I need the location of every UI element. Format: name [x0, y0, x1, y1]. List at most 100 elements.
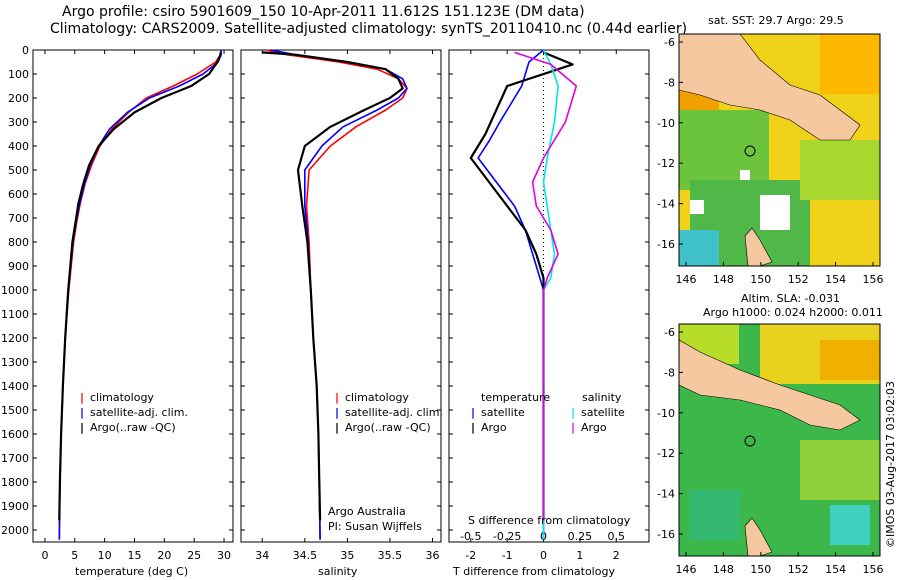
legend-satellite: satellite-adj. clim. — [345, 406, 443, 419]
x-tick-label: 5 — [71, 549, 78, 562]
s-diff-tick-label: 0.25 — [568, 530, 593, 543]
sst-map-frame — [678, 33, 881, 267]
y-tick-label: 300 — [8, 116, 29, 129]
sla-map-y-tick-label: -12 — [657, 447, 675, 460]
sst-patch — [800, 140, 880, 200]
sst-map-y-tick-label: -10 — [657, 117, 675, 130]
sla-map-y-tick-label: -10 — [657, 407, 675, 420]
x-tick-label: 25 — [187, 549, 201, 562]
salinity-xlabel: salinity — [318, 565, 358, 578]
legend-mark-argo: | — [80, 421, 85, 434]
map-bottom-title-1: Altim. SLA: -0.031 — [741, 292, 841, 305]
temperature-plot-frame — [32, 49, 234, 543]
x-tick-label: 35 — [340, 549, 354, 562]
y-tick-label: 500 — [8, 164, 29, 177]
argo-location-marker — [744, 145, 756, 157]
legend-t-satellite: satellite — [481, 406, 525, 419]
x-tick-label: 34 — [255, 549, 269, 562]
sst-map-y-tick-label: -14 — [657, 198, 675, 211]
map-top-title: sat. SST: 29.7 Argo: 29.5 — [708, 14, 844, 27]
y-tick-label: 1800 — [1, 476, 29, 489]
sst-cloud-gap — [740, 170, 750, 180]
sst-map-y-tick-label: -12 — [657, 157, 675, 170]
s-diff-xlabel: S difference from climatology — [468, 514, 631, 527]
sla-map-y-tick-label: -14 — [657, 488, 675, 501]
legend-s-argo: Argo — [581, 421, 607, 434]
x-tick-label: 0 — [540, 549, 547, 562]
x-tick-label: 1 — [576, 549, 583, 562]
difference-plot: -2 -1 0 1 2-0.5 -0.25 0 0.25 0.5 — [449, 49, 649, 562]
x-tick-label: 35.5 — [378, 549, 403, 562]
sst-map-x-tick-label: 156 — [863, 273, 884, 286]
legend-mark-climatology: | — [335, 391, 340, 404]
sla-high-patch — [820, 340, 880, 380]
x-tick-label: 34.5 — [293, 549, 318, 562]
y-tick-label: 1700 — [1, 452, 29, 465]
x-tick-label: 15 — [127, 549, 141, 562]
legend-mark-s-argo: | — [571, 421, 576, 434]
legend-argo: Argo(..raw -QC) — [345, 421, 431, 434]
y-tick-label: 900 — [8, 260, 29, 273]
map-bottom-title-2: Argo h1000: 0.024 h2000: 0.011 — [703, 306, 883, 319]
sla-map-x-tick-label: 156 — [863, 563, 884, 576]
x-tick-label: -1 — [502, 549, 513, 562]
x-tick-label: 30 — [217, 549, 231, 562]
y-tick-label: 1600 — [1, 428, 29, 441]
land-australia — [744, 227, 773, 266]
sla-map-x-tick-label: 148 — [713, 563, 734, 576]
x-tick-label: 2 — [613, 549, 620, 562]
sla-map-frame — [678, 323, 881, 557]
land-new-guinea — [679, 339, 861, 431]
legend-mark-satellite: | — [335, 406, 340, 419]
imos-timestamp: ©IMOS 03-Aug-2017 03:02:03 — [884, 381, 897, 548]
sla-map-y-tick-label: -6 — [664, 326, 675, 339]
y-tick-label: 400 — [8, 140, 29, 153]
salinity-plot-frame — [240, 49, 442, 543]
sst-map-x-tick-label: 146 — [676, 273, 697, 286]
sst-map-y-tick-label: -6 — [664, 36, 675, 49]
s-diff-tick-label: 0.5 — [608, 530, 626, 543]
s-diff-tick-label: -0.5 — [460, 530, 481, 543]
sst-cloud-gap — [760, 195, 790, 230]
sla-map-x-tick-label: 154 — [825, 563, 846, 576]
land-new-guinea — [679, 34, 861, 141]
y-tick-label: 800 — [8, 236, 29, 249]
y-tick-label: 1200 — [1, 332, 29, 345]
land-australia — [744, 517, 773, 556]
sst-cool-patch — [679, 230, 719, 266]
y-tick-label: 700 — [8, 212, 29, 225]
legend-s-satellite: satellite — [581, 406, 625, 419]
sla-low-patch — [690, 490, 740, 540]
y-tick-label: 0 — [22, 44, 29, 57]
y-tick-label: 1500 — [1, 404, 29, 417]
sst-green-patch — [679, 110, 769, 190]
sst-warm-patch — [820, 34, 880, 94]
series-line-argo-raw-qc- — [58, 52, 222, 521]
x-tick-label: 20 — [157, 549, 171, 562]
sst-cloud-gap — [690, 200, 704, 214]
legend-salinity-title: salinity — [582, 391, 622, 404]
x-tick-label: 36 — [425, 549, 439, 562]
legend-t-argo: Argo — [481, 421, 507, 434]
y-tick-label: 1100 — [1, 308, 29, 321]
credit-pi: PI: Susan Wijffels — [328, 520, 422, 533]
y-tick-label: 1300 — [1, 356, 29, 369]
x-tick-label: -2 — [465, 549, 476, 562]
sst-map-y-tick-label: -16 — [657, 238, 675, 251]
sla-map-y-tick-label: -8 — [664, 366, 675, 379]
legend-mark-t-satellite: | — [471, 406, 476, 419]
y-tick-label: 2000 — [1, 524, 29, 537]
sst-map-x-tick-label: 154 — [825, 273, 846, 286]
legend-mark-s-satellite: | — [571, 406, 576, 419]
legend-mark-climatology: | — [80, 391, 85, 404]
sla-low-patch — [830, 505, 870, 545]
title-line-2: Climatology: CARS2009. Satellite-adjuste… — [50, 21, 688, 37]
sst-map-x-tick-label: 152 — [788, 273, 809, 286]
sla-map-x-tick-label: 152 — [788, 563, 809, 576]
sla-map-y-tick-label: -16 — [657, 528, 675, 541]
legend-temperature-title: temperature — [481, 391, 551, 404]
y-tick-label: 1900 — [1, 500, 29, 513]
sst-map-y-tick-label: -8 — [664, 76, 675, 89]
y-tick-label: 100 — [8, 68, 29, 81]
